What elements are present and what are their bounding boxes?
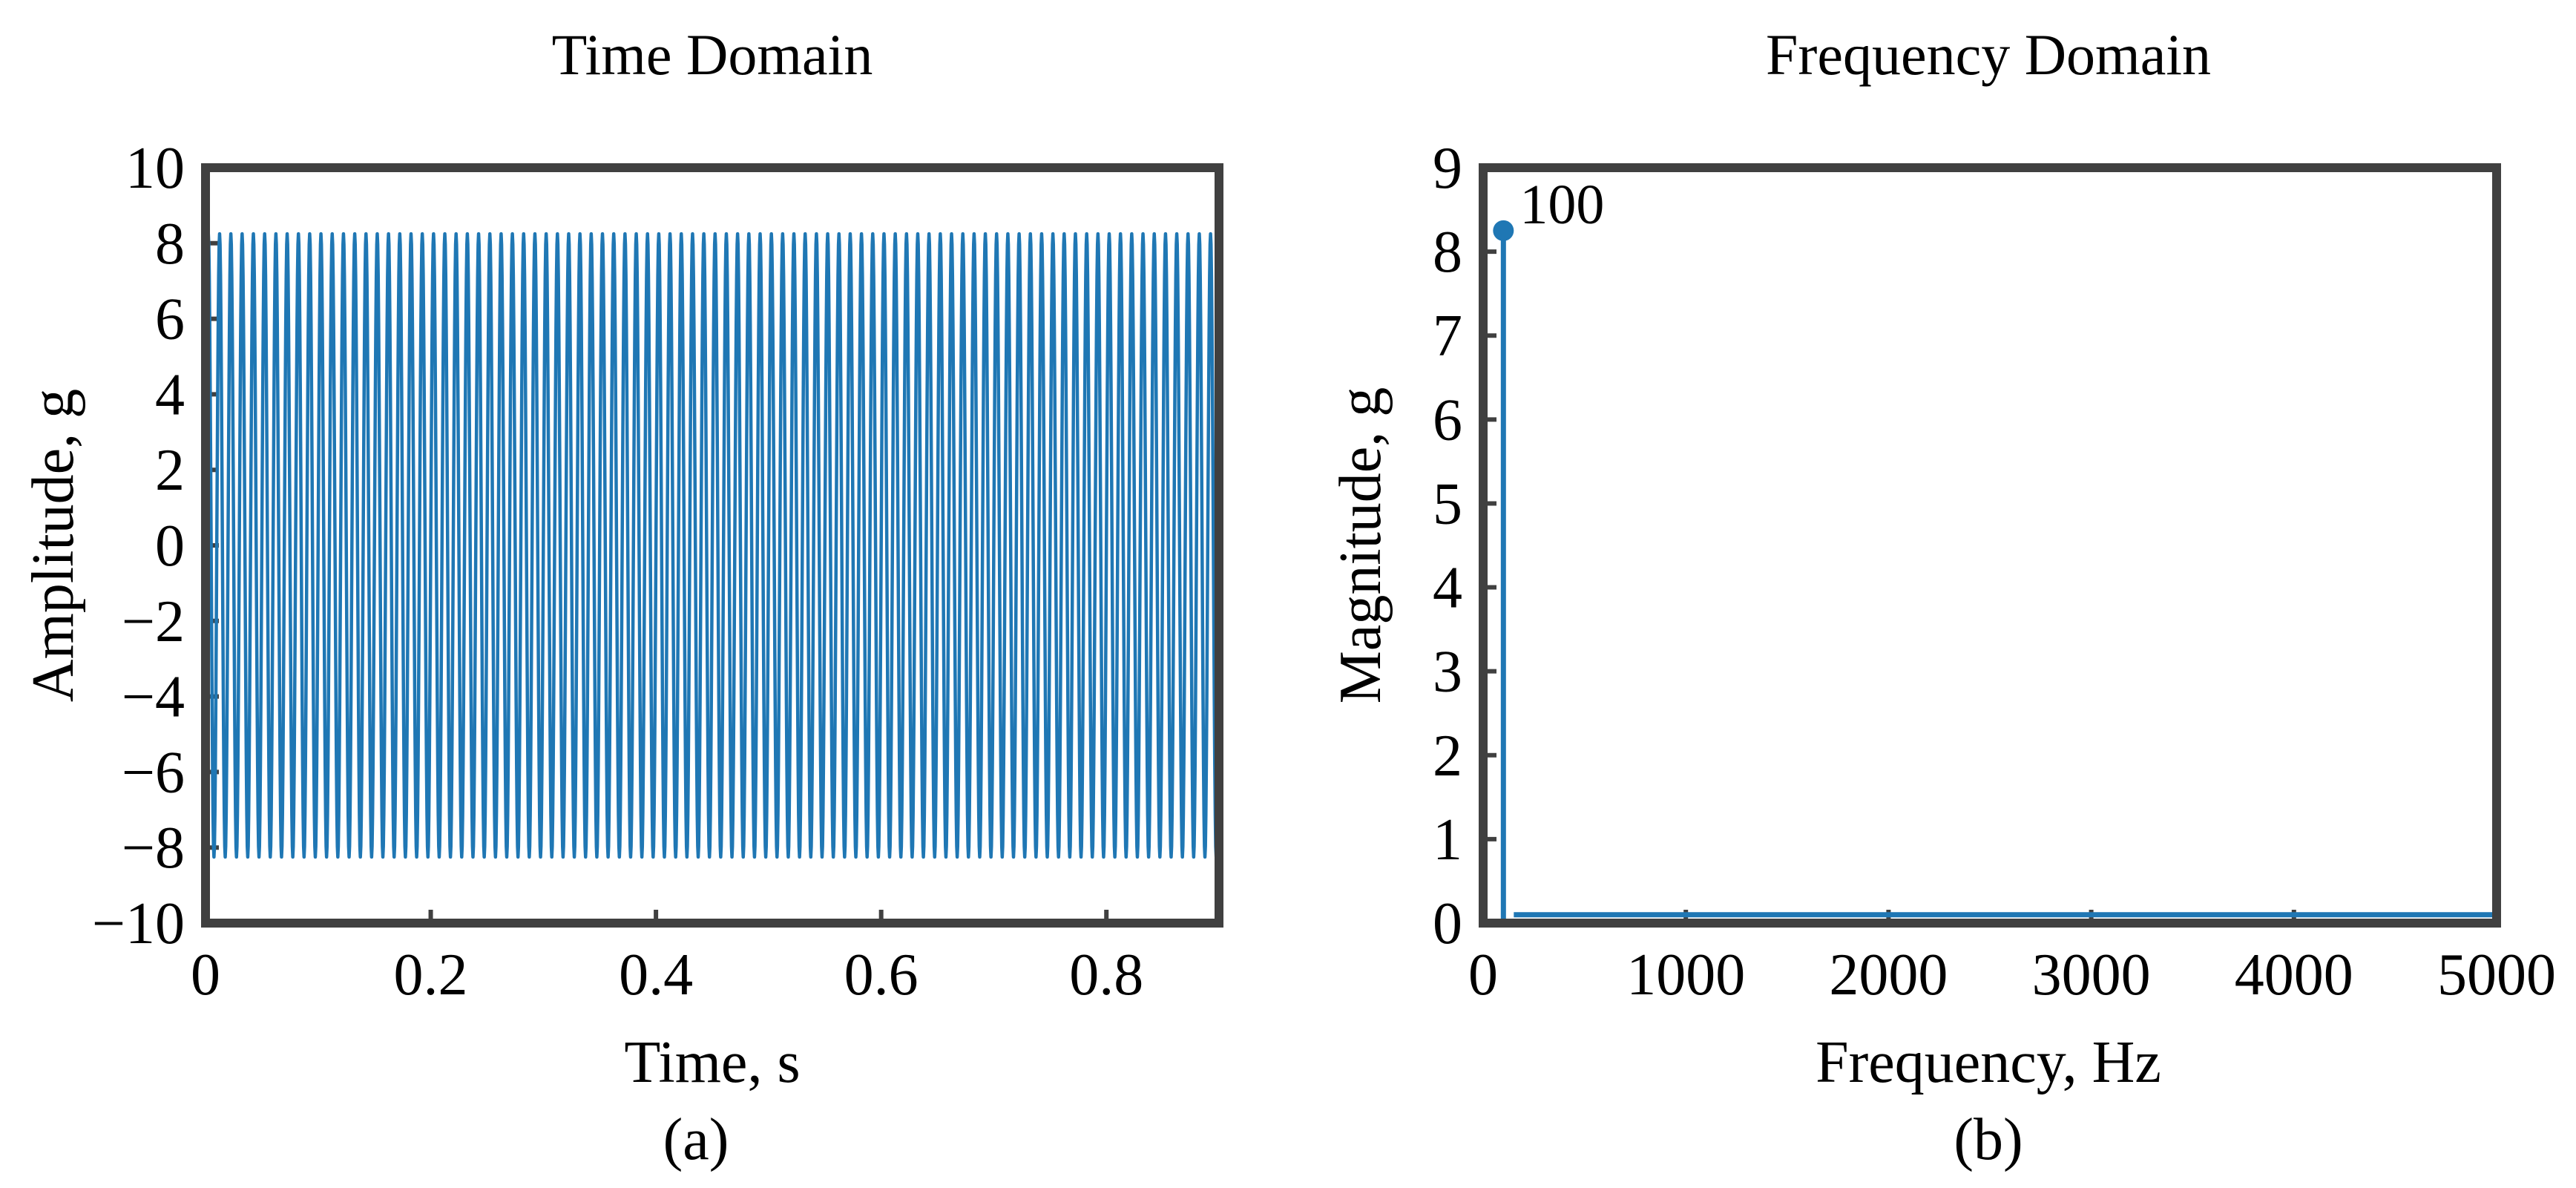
frequency-domain-x-tick-label: 4000 [2235,942,2353,1008]
time-domain-caption: (a) [663,1107,729,1172]
time-domain-plot-area [203,232,1221,859]
time-domain-title: Time Domain [552,22,873,87]
frequency-domain-y-tick-label: 1 [1433,807,1462,873]
time-domain-y-tick-label: 0 [155,513,185,579]
time-domain-axes-box [201,163,1223,928]
frequency-domain-y-tick-label: 4 [1433,556,1462,621]
frequency-domain-x-tick-label: 0 [1468,942,1498,1008]
frequency-domain-x-axis-label: Frequency, Hz [1816,1030,2161,1095]
time-domain-x-tick-labels: 0 0.2 0.4 0.6 0.8 [191,942,1143,1008]
time-domain-y-axis-label: Amplitude, g [21,389,86,702]
frequency-domain-y-tick-label: 8 [1433,220,1462,285]
time-domain-x-tick-label: 0.8 [1069,942,1143,1008]
time-domain-y-tick-label: 6 [155,287,185,352]
frequency-domain-ticks [1481,165,2499,925]
time-domain-x-axis-label: Time, s [624,1030,800,1095]
time-domain-y-tick-label: 4 [155,362,185,427]
frequency-domain-peak-annotation: 100 [1519,174,1604,236]
time-domain-y-tick-label: 10 [125,136,185,201]
time-domain-panel: Time Domain 0 0.2 0.4 0.6 0.8 −10 −8 −6 −4 −2 0 2 4… [21,22,1223,1172]
frequency-domain-y-tick-label: 0 [1433,891,1462,956]
time-domain-y-tick-label: 2 [155,438,185,503]
frequency-domain-x-tick-label: 2000 [1829,942,1948,1008]
time-domain-y-tick-label: −6 [122,740,185,805]
frequency-domain-y-axis-label: Magnitude, g [1328,387,1393,704]
frequency-domain-y-tick-label: 3 [1433,640,1462,705]
frequency-domain-caption: (b) [1954,1107,2023,1172]
frequency-domain-y-tick-label: 2 [1433,723,1462,789]
time-domain-x-tick-label: 0.2 [394,942,468,1008]
time-domain-x-tick-label: 0.6 [844,942,919,1008]
frequency-domain-title: Frequency Domain [1766,22,2211,87]
frequency-domain-x-tick-labels: 0 1000 2000 3000 4000 5000 [1468,942,2556,1008]
time-domain-y-tick-label: −10 [92,891,185,956]
time-domain-x-tick-label: 0.4 [619,942,693,1008]
time-domain-x-tick-label: 0 [191,942,220,1008]
frequency-domain-y-tick-label: 9 [1433,136,1462,201]
time-domain-y-tick-labels: −10 −8 −6 −4 −2 0 2 4 6 8 10 [92,136,185,956]
frequency-domain-y-tick-label: 7 [1433,303,1462,369]
frequency-domain-y-tick-label: 6 [1433,387,1462,453]
time-domain-y-tick-label: 8 [155,211,185,277]
frequency-domain-y-tick-label: 5 [1433,471,1462,536]
time-domain-signal-line [203,232,1221,859]
frequency-domain-x-tick-label: 5000 [2437,942,2556,1008]
frequency-domain-plot-area: 100 [1493,174,2492,919]
time-domain-y-tick-label: −4 [122,665,185,730]
frequency-domain-x-tick-label: 3000 [2032,942,2151,1008]
frequency-domain-stem-marker [1493,220,1514,241]
frequency-domain-x-tick-label: 1000 [1626,942,1745,1008]
frequency-domain-axes-box [1479,163,2501,928]
frequency-domain-panel: Frequency Domain 100 0 1000 2000 3000 4000 50… [1328,22,2556,1172]
time-domain-y-tick-label: −8 [122,815,185,881]
frequency-domain-y-tick-labels: 0 1 2 3 4 5 6 7 8 9 [1433,136,1462,956]
time-domain-y-tick-label: −2 [122,589,185,654]
